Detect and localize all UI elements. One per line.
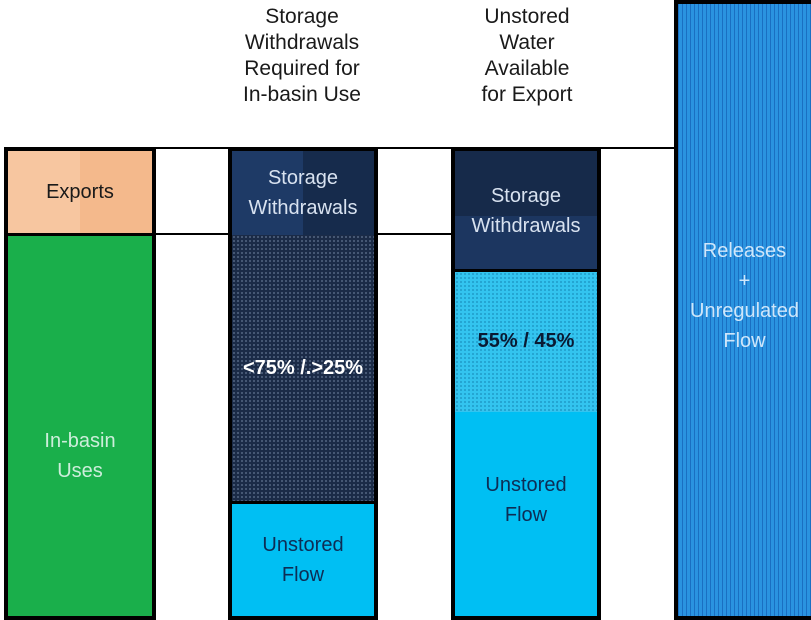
exports-segment: Exports — [8, 151, 152, 233]
storage-withdrawals-label: Storage Withdrawals — [248, 167, 358, 219]
unstored-flow-segment: Unstored Flow — [232, 504, 374, 616]
column-releases: Releases + Unregulated Flow — [674, 0, 811, 620]
exports-divider — [8, 233, 152, 236]
withdrawal-split-segment: <75% /.>25% — [232, 235, 374, 501]
unstored-flow-label: Unstored Flow — [262, 534, 344, 586]
top-connector-line — [155, 147, 675, 149]
in-basin-uses-segment: In-basin Uses — [8, 236, 152, 616]
column-storage-withdrawals-required: Storage Withdrawals <75% /.>25% Unstored… — [228, 147, 378, 620]
storage-withdrawals-segment: Storage Withdrawals — [455, 151, 597, 269]
storage-withdrawals-segment: Storage Withdrawals — [232, 151, 374, 235]
unstored-flow-segment: Unstored Flow — [455, 412, 597, 616]
releases-label: Releases + Unregulated Flow — [690, 240, 799, 352]
available-split-segment: 55% / 45% — [455, 272, 597, 412]
storage-divider — [455, 269, 597, 272]
withdrawal-split-label: <75% /.>25% — [242, 356, 364, 379]
column-unstored-water-available: Storage Withdrawals 55% / 45% Unstored F… — [451, 147, 601, 620]
unstored-flow-label: Unstored Flow — [485, 474, 567, 526]
unstored-flow-divider — [232, 501, 374, 504]
heading-unstored-water-available: Unstored Water Available for Export — [481, 5, 573, 106]
in-basin-uses-label: In-basin Uses — [44, 430, 116, 482]
heading-storage-withdrawals-required: Storage Withdrawals Required for In-basi… — [243, 5, 361, 106]
releases-segment: Releases + Unregulated Flow — [678, 4, 811, 616]
exports-label: Exports — [46, 181, 114, 203]
available-split-label: 55% / 45% — [477, 330, 575, 352]
storage-withdrawals-label: Storage Withdrawals — [471, 185, 581, 237]
column-in-basin: Exports In-basin Uses — [4, 147, 156, 620]
